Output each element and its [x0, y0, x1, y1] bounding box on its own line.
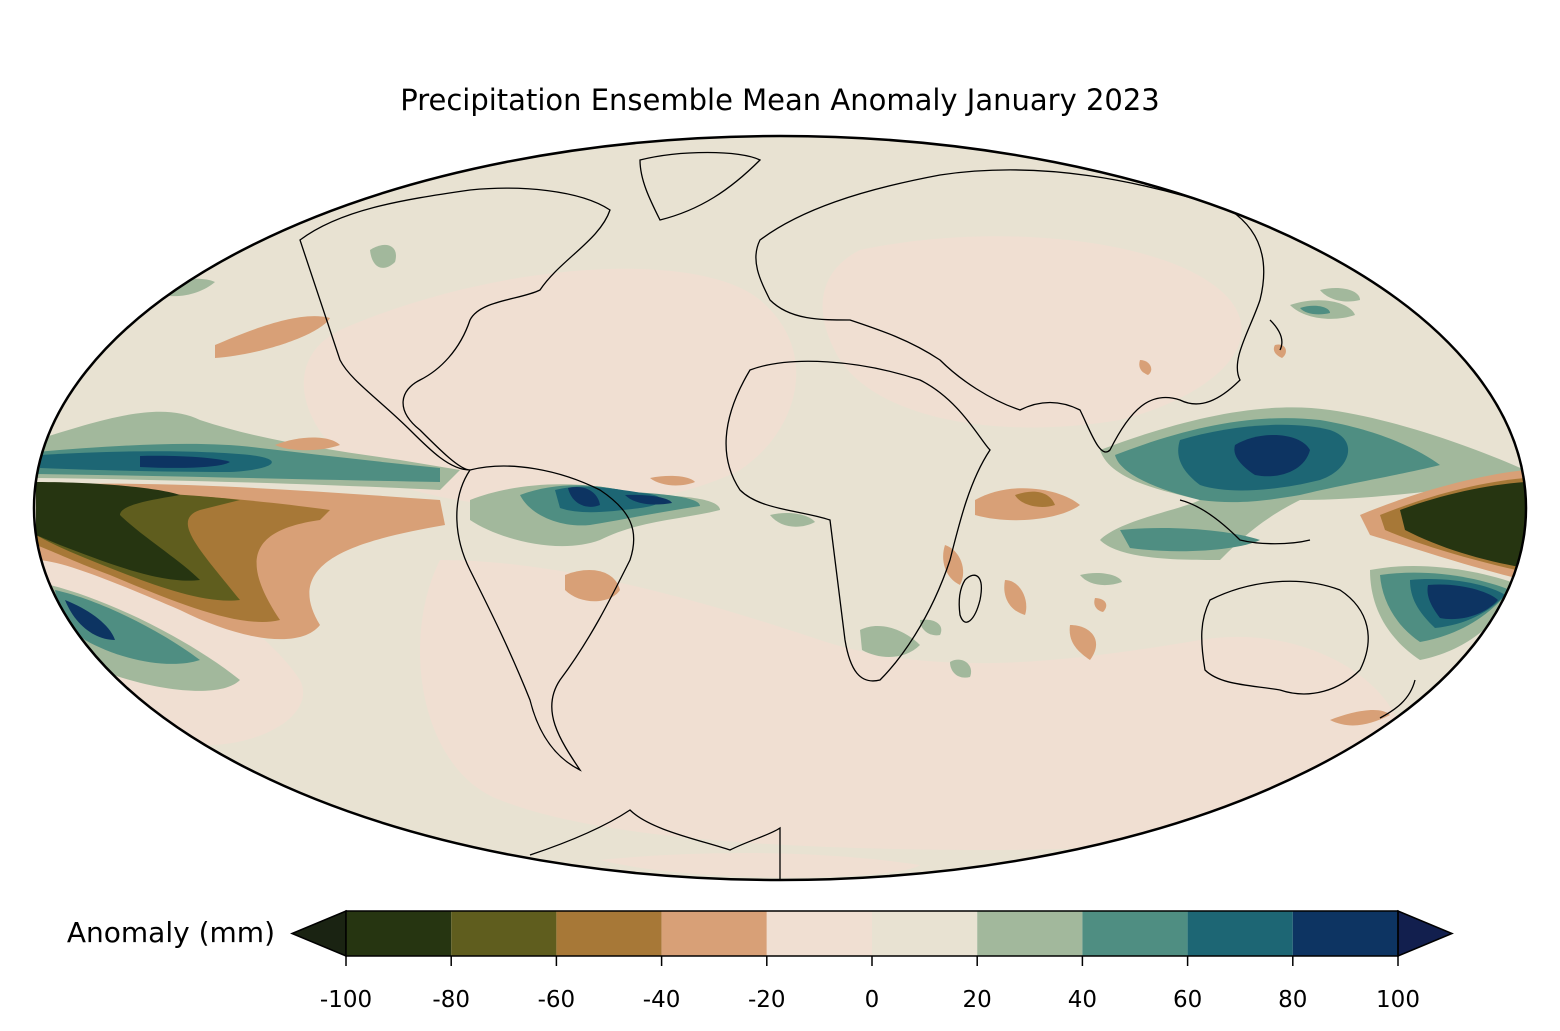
- colorbar-extend-high: [1397, 909, 1454, 958]
- anomaly-region: [370, 244, 396, 268]
- colorbar-bin: [1292, 911, 1398, 956]
- anomaly-region: [1094, 598, 1107, 612]
- anomaly-region: [1120, 528, 1260, 552]
- colorbar-tick-label: -20: [748, 987, 786, 1013]
- coastline-europe-asia: [755, 169, 1265, 453]
- anomaly-region: [1069, 625, 1097, 660]
- anomaly-region: [650, 475, 695, 486]
- coastline-madagascar: [958, 574, 982, 623]
- anomaly-region: [1139, 360, 1152, 375]
- anomaly-region: [565, 570, 620, 602]
- colorbar-bin: [977, 911, 1083, 956]
- coastline-africa: [725, 360, 991, 682]
- anomaly-region: [1300, 305, 1330, 315]
- anomaly-region: [600, 853, 920, 878]
- anomaly-region: [1234, 434, 1310, 477]
- anomaly-region: [822, 236, 1242, 428]
- coastline-australia: [1201, 580, 1369, 695]
- map-area: [32, 134, 1528, 882]
- colorbar-bin: [346, 911, 452, 956]
- anomaly-region: [420, 560, 1403, 850]
- anomaly-region: [770, 512, 815, 527]
- anomaly-region: [950, 659, 972, 678]
- colorbar-tick-label: -60: [538, 987, 576, 1013]
- anomaly-region: [1273, 344, 1286, 358]
- colorbar: Anomaly (mm) -100 -80 -60 -40 -20 0 20 40 60 80 10…: [67, 909, 1454, 1013]
- anomaly-region: [65, 600, 115, 640]
- anomaly-region: [303, 268, 797, 508]
- anomaly-region: [1330, 710, 1390, 726]
- colorbar-tick-label: 80: [1278, 987, 1307, 1013]
- coastline-new-zealand: [1379, 679, 1416, 719]
- coastline-north-america: [299, 187, 611, 471]
- anomaly-region: [55, 590, 200, 664]
- colorbar-tick-label: 20: [963, 987, 992, 1013]
- colorbar-bin: [766, 911, 872, 956]
- anomaly-region: [625, 494, 672, 505]
- colorbar-tick-label: -40: [643, 987, 681, 1013]
- colorbar-bin: [451, 911, 557, 956]
- coastline-antarctica: [529, 809, 781, 880]
- anomaly-region: [275, 437, 340, 451]
- colorbar-bin: [661, 911, 767, 956]
- anomaly-fields: [36, 236, 1525, 878]
- coastline-indonesia: [1179, 499, 1311, 545]
- colorbar-tick-label: 100: [1376, 987, 1420, 1013]
- colorbar-bin: [1187, 911, 1293, 956]
- anomaly-region: [36, 482, 200, 581]
- anomaly-region: [943, 545, 964, 585]
- chart-title: Precipitation Ensemble Mean Anomaly Janu…: [400, 83, 1160, 117]
- anomaly-region: [1427, 584, 1498, 620]
- coastline-japan: [1269, 319, 1283, 351]
- anomaly-region: [1320, 288, 1360, 302]
- anomaly-region: [1004, 580, 1027, 615]
- colorbar-label: Anomaly (mm): [67, 916, 275, 949]
- coastline-south-america: [456, 465, 635, 772]
- anomaly-region: [1400, 482, 1525, 568]
- colorbar-tick-label: 0: [865, 987, 880, 1013]
- colorbar-tick-label: -80: [432, 987, 470, 1013]
- colorbar-tick-label: 60: [1173, 987, 1202, 1013]
- anomaly-region: [1015, 491, 1055, 507]
- coastlines: [299, 151, 1416, 880]
- colorbar-bin: [1082, 911, 1188, 956]
- coastline-greenland: [639, 151, 762, 221]
- anomaly-region: [920, 619, 942, 636]
- colorbar-extend-low: [290, 909, 347, 958]
- colorbar-tick-label: -100: [320, 987, 372, 1013]
- anomaly-region: [568, 486, 600, 507]
- colorbar-bin: [556, 911, 662, 956]
- anomaly-region: [215, 316, 330, 358]
- anomaly-region: [1080, 572, 1122, 586]
- colorbar-tick-label: 40: [1068, 987, 1097, 1013]
- colorbar-bin: [872, 911, 978, 956]
- anomaly-region: [140, 455, 230, 468]
- map-boundary: [32, 134, 1528, 882]
